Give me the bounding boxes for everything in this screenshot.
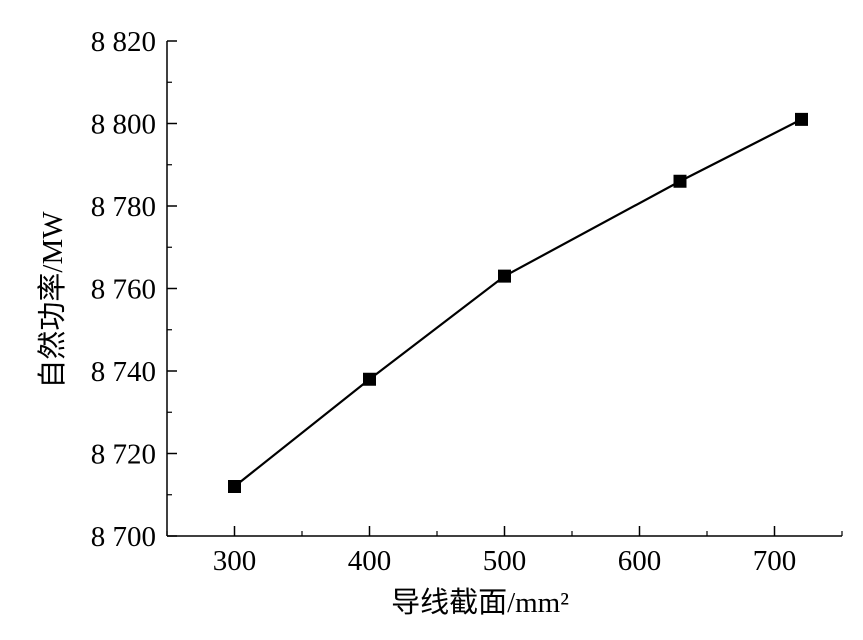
y-tick-label: 8 700 <box>91 521 156 553</box>
series-layer <box>228 112 808 493</box>
data-point-marker <box>795 112 808 126</box>
x-axis-title: 导线截面/mm² <box>391 586 569 619</box>
series-line <box>233 118 802 488</box>
x-tick-label: 300 <box>213 545 257 577</box>
y-tick-label: 8 760 <box>91 274 156 306</box>
x-tick-label: 400 <box>348 545 392 577</box>
data-point-marker <box>673 174 687 188</box>
data-point-marker <box>498 269 511 283</box>
y-tick-label: 8 720 <box>91 439 156 471</box>
y-tick-label: 8 800 <box>91 109 156 141</box>
y-axis-ticks: 8 700 8 720 8 740 8 760 8 780 8 800 8 820 <box>91 26 177 553</box>
y-axis-title: 自然功率/MW <box>36 211 69 389</box>
data-point-marker <box>228 480 241 493</box>
y-tick-label: 8 780 <box>91 191 156 223</box>
y-tick-label: 8 740 <box>91 356 156 388</box>
plot-frame <box>166 41 842 537</box>
x-tick-label: 600 <box>618 545 662 577</box>
data-point-marker <box>363 372 376 386</box>
x-axis-ticks: 300 400 500 600 700 <box>166 526 843 577</box>
x-tick-label: 700 <box>753 545 797 577</box>
x-tick-label: 500 <box>483 545 527 577</box>
y-tick-label: 8 820 <box>91 26 156 58</box>
